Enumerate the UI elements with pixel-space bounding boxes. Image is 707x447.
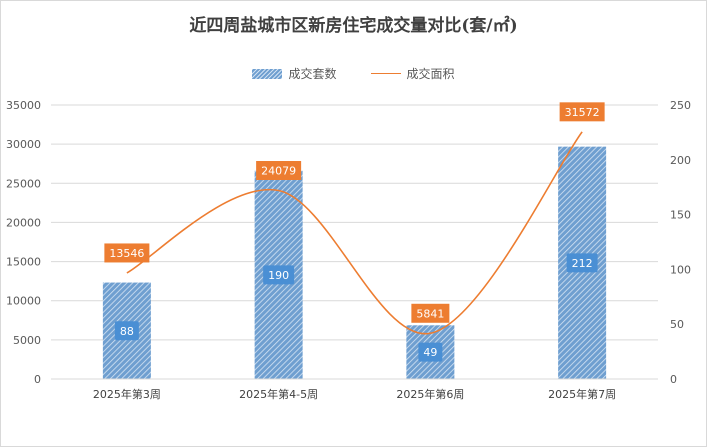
bar-data-label: 49: [423, 346, 437, 359]
y-right-tick-label: 250: [670, 99, 691, 112]
line-label-box: [559, 102, 605, 122]
y-right-tick-label: 0: [670, 373, 677, 386]
bar-label-box: [263, 265, 295, 285]
bar-label-box: [418, 342, 443, 362]
line-data-label: 5841: [416, 307, 444, 320]
y-left-tick-label: 5000: [13, 334, 41, 347]
chart-title: 近四周盐城市区新房住宅成交量对比(套/㎡): [189, 16, 518, 36]
y-left-tick-label: 25000: [6, 177, 41, 190]
legend-line-label: 成交面积: [406, 67, 455, 81]
x-tick-label: 2025年第7周: [548, 387, 616, 401]
y-right-tick-label: 50: [670, 318, 684, 331]
legend: 成交套数 成交面积: [1, 65, 706, 82]
y-left-tick-label: 0: [34, 373, 41, 386]
legend-item-bar: 成交套数: [252, 65, 337, 82]
x-tick-label: 2025年第3周: [93, 387, 161, 401]
x-tick-label: 2025年第4-5周: [239, 387, 318, 401]
y-right-tick-label: 200: [670, 154, 691, 167]
line-label-box: [256, 160, 302, 180]
y-left-tick-label: 35000: [6, 99, 41, 112]
bar-data-label: 212: [572, 257, 593, 270]
bar-data-label: 88: [120, 325, 134, 338]
bar-data-label: 190: [268, 269, 289, 282]
y-left-tick-label: 30000: [6, 138, 41, 151]
line-data-label: 13546: [109, 247, 144, 260]
y-right-tick-label: 150: [670, 209, 691, 222]
y-right-tick-label: 100: [670, 263, 691, 276]
bar-label-box: [566, 253, 598, 273]
legend-item-line: 成交面积: [370, 65, 455, 82]
y-left-tick-label: 20000: [6, 216, 41, 229]
line-data-label: 24079: [261, 164, 296, 177]
line-data-label: 31572: [565, 106, 600, 119]
legend-line-swatch: [370, 73, 401, 74]
series-line-area: [126, 131, 583, 335]
x-tick-label: 2025年第6周: [396, 387, 464, 401]
y-left-tick-label: 15000: [6, 256, 41, 269]
line-label-box: [104, 243, 150, 263]
bar-label-box: [114, 321, 139, 341]
legend-bar-label: 成交套数: [288, 67, 337, 81]
y-left-tick-label: 10000: [6, 295, 41, 308]
legend-bar-swatch: [252, 68, 283, 79]
line-label-box: [411, 303, 450, 323]
